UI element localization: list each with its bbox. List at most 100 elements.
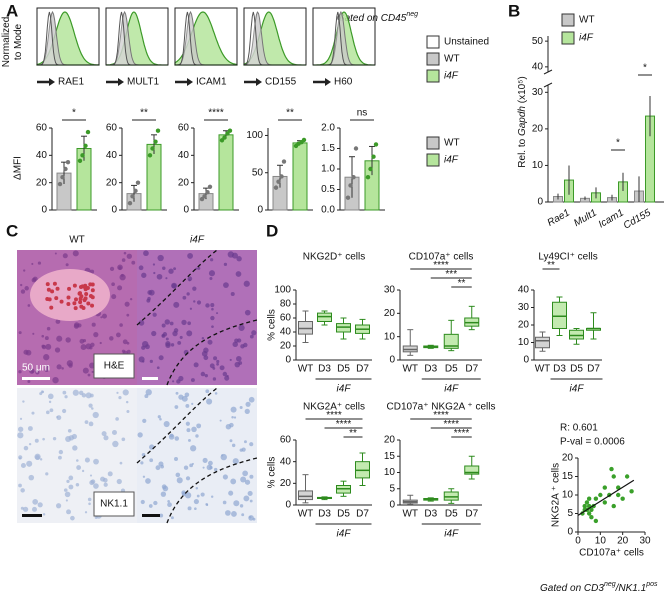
y-tick-label: 40 — [280, 327, 292, 338]
tissue-texture — [82, 339, 87, 343]
chart-title: CD107a⁺ NKG2A ⁺ cells — [387, 402, 496, 413]
tissue-texture — [72, 445, 78, 451]
tissue-texture — [141, 272, 147, 278]
legend-label: i4F — [579, 33, 594, 44]
tissue-texture — [160, 491, 167, 497]
y-tick-label: 60 — [178, 123, 190, 134]
y-tick-label: 10 — [384, 467, 396, 478]
tissue-texture — [72, 389, 79, 396]
x-tick-label: Cd155 — [622, 207, 653, 231]
tissue-texture — [31, 411, 35, 415]
data-point — [85, 129, 91, 135]
tissue-texture — [162, 485, 169, 492]
tissue-texture — [156, 366, 160, 370]
tissue-texture — [117, 285, 123, 291]
tissue-texture — [175, 472, 181, 478]
tissue-texture — [52, 376, 59, 384]
tissue-texture — [146, 298, 151, 303]
tissue-texture — [91, 407, 94, 410]
significance: ** — [140, 108, 148, 119]
scatter-point — [582, 503, 587, 509]
tissue-texture — [219, 365, 225, 371]
tissue-texture — [46, 326, 51, 331]
tissue-texture — [20, 462, 26, 468]
x-tick-label: D7 — [356, 364, 369, 375]
tissue-texture — [202, 457, 208, 463]
y-tick-label: 0.5 — [321, 184, 335, 195]
tissue-texture — [144, 394, 149, 399]
ylabel-line: Normalized — [1, 17, 12, 68]
x-tick-label: WT — [298, 364, 314, 375]
x-tick-label: D3 — [424, 364, 437, 375]
tissue-texture — [223, 262, 228, 266]
tissue-texture — [19, 417, 23, 420]
data-point — [57, 181, 63, 187]
tissue-texture — [41, 344, 45, 348]
red-cell — [47, 297, 52, 302]
bar — [292, 142, 308, 211]
y-tick-label: 0 — [285, 355, 291, 366]
tissue-texture — [178, 375, 184, 382]
tissue-texture — [42, 513, 46, 516]
tissue-texture — [107, 471, 113, 477]
group-label: i4F — [337, 384, 352, 395]
red-cell — [88, 294, 93, 299]
tissue-texture — [239, 504, 244, 508]
tissue-texture — [186, 428, 191, 433]
data-point — [351, 175, 356, 180]
tissue-texture — [183, 465, 189, 470]
tissue-texture — [169, 433, 174, 438]
tissue-texture — [116, 478, 122, 485]
tissue-texture — [173, 301, 180, 308]
tissue-texture — [115, 332, 121, 338]
tissue-texture — [222, 474, 228, 480]
tissue-texture — [92, 411, 99, 419]
red-cell — [73, 306, 78, 311]
scatter-point — [598, 492, 603, 498]
tissue-texture — [206, 398, 213, 405]
tissue-texture — [137, 432, 143, 438]
scatter-point — [609, 466, 614, 472]
footer-sup: neg — [604, 581, 616, 588]
tissue-texture — [88, 502, 91, 506]
tissue-texture — [185, 421, 190, 426]
tissue-texture — [131, 260, 136, 265]
tissue-texture — [247, 490, 253, 496]
tissue-texture — [157, 254, 164, 262]
tissue-texture — [39, 392, 43, 396]
data-point — [135, 180, 141, 185]
data-point — [202, 194, 207, 199]
data-point — [281, 159, 287, 164]
tissue-texture — [48, 400, 52, 404]
tissue-texture — [233, 500, 240, 507]
tissue-texture — [90, 269, 95, 274]
red-cell — [72, 301, 77, 306]
tissue-texture — [89, 480, 95, 486]
histogram-frame — [174, 7, 238, 66]
tissue-texture — [168, 268, 174, 274]
panel-label: B — [508, 1, 520, 20]
tissue-texture — [101, 431, 107, 437]
tissue-texture — [29, 368, 35, 374]
tissue-texture — [208, 270, 216, 277]
tissue-texture — [124, 301, 130, 307]
y-tick-label: 15 — [562, 471, 574, 482]
stain-box — [93, 491, 135, 517]
group-label: i4F — [570, 384, 585, 395]
tissue-texture — [167, 502, 172, 508]
tissue-texture — [170, 516, 174, 520]
red-cell — [78, 296, 83, 301]
marker-label: CD155 — [265, 77, 297, 88]
x-tick-label: 10 — [595, 536, 607, 547]
red-cell — [66, 302, 71, 307]
tissue-texture — [35, 370, 40, 375]
data-point — [222, 135, 227, 140]
tissue-texture — [153, 500, 158, 506]
tissue-texture — [126, 313, 130, 317]
tissue-texture — [18, 370, 22, 374]
scale-bar-label: 50 μm — [22, 363, 50, 374]
tissue-texture — [185, 403, 190, 408]
panel-label: C — [6, 221, 18, 240]
red-cell — [45, 282, 50, 287]
y-tick-label: 100 — [274, 285, 291, 296]
